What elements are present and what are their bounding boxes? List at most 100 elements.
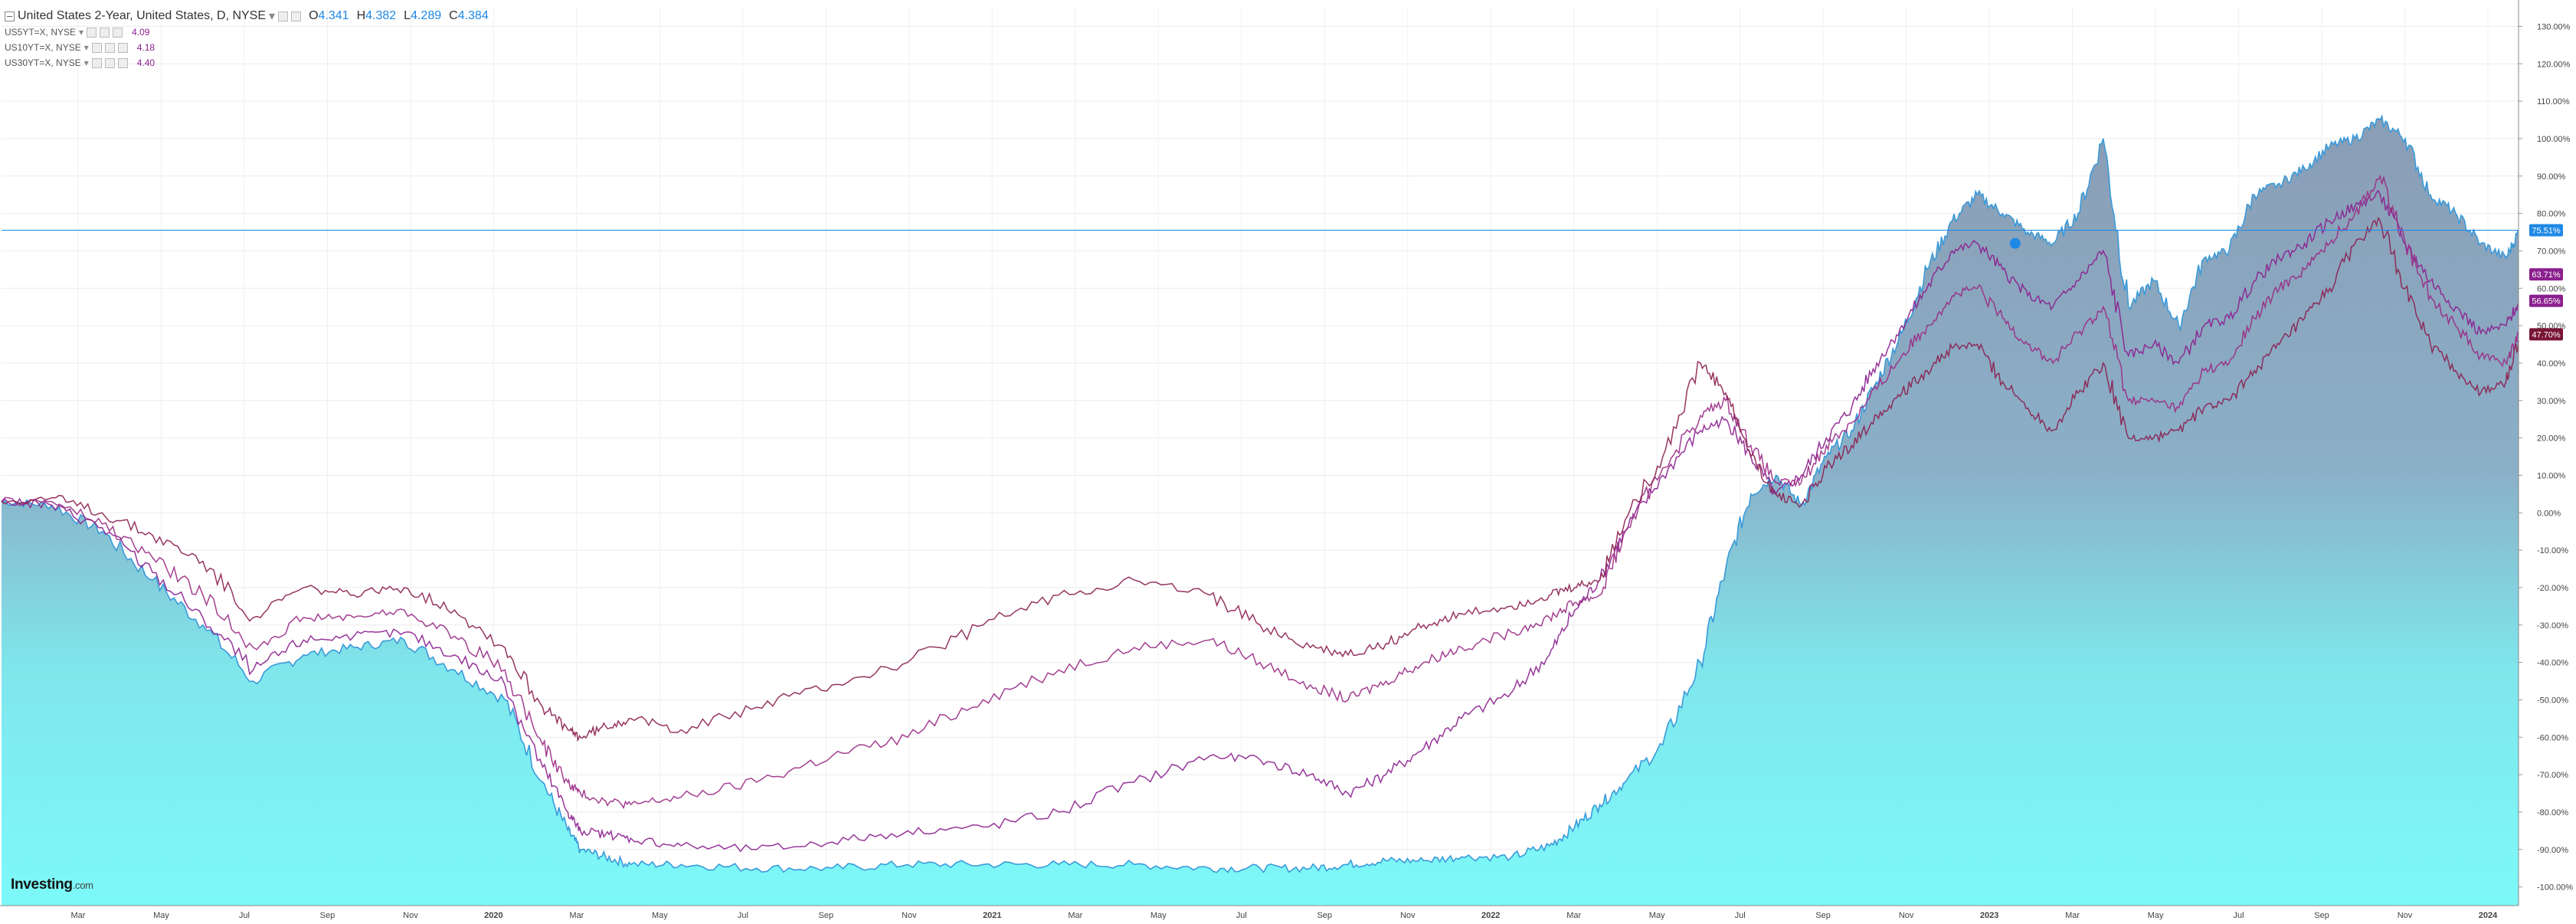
area-fill-2y	[2, 116, 2519, 906]
comparison-series	[1, 174, 2519, 853]
x-tick-label: Jul	[1236, 911, 1247, 920]
x-tick-label: May	[2148, 911, 2164, 920]
settings-icon[interactable]	[278, 11, 289, 21]
main-series-row: United States 2-Year, United States, D, …	[5, 8, 489, 25]
y-tick-label: -70.00%	[2537, 771, 2568, 780]
x-tick-label: Sep	[320, 911, 336, 920]
settings-icon[interactable]	[91, 57, 102, 68]
price-label-bg	[2529, 224, 2563, 237]
x-tick-label: Nov	[403, 911, 418, 920]
hide-icon[interactable]	[104, 57, 115, 68]
close-key: C	[449, 9, 458, 22]
y-tick-label: 120.00%	[2537, 60, 2571, 69]
remove-icon[interactable]	[117, 42, 128, 53]
y-tick-label: 30.00%	[2537, 397, 2566, 406]
dropdown-icon[interactable]: ▾	[83, 57, 89, 68]
x-tick-label: Sep	[819, 911, 834, 920]
x-tick-label: Mar	[2065, 911, 2080, 920]
legend-value: 4.09	[132, 27, 150, 38]
y-tick-label: -80.00%	[2537, 808, 2568, 818]
price-label: 75.51%	[2532, 227, 2561, 236]
x-tick-label: Nov	[902, 911, 917, 920]
logo-suffix: .com	[72, 880, 93, 891]
y-tick-label: 40.00%	[2537, 359, 2566, 369]
x-tick-label: Sep	[1317, 911, 1332, 920]
legend-value: 4.40	[136, 57, 155, 68]
dropdown-icon[interactable]: ▾	[79, 27, 84, 38]
x-tick-label: Jul	[239, 911, 250, 920]
remove-icon[interactable]	[117, 57, 128, 68]
y-tick-label: 100.00%	[2537, 135, 2571, 144]
settings-icon[interactable]	[91, 42, 102, 53]
dropdown-icon[interactable]: ▾	[269, 10, 276, 23]
series-line-us5y[interactable]	[1, 189, 2519, 853]
y-tick-label: 70.00%	[2537, 247, 2566, 256]
series-line-2y[interactable]	[1, 114, 2519, 873]
y-tick-label: -30.00%	[2537, 621, 2568, 631]
y-tick-label: 90.00%	[2537, 172, 2566, 182]
dropdown-icon[interactable]: ▾	[83, 42, 89, 53]
y-tick-label: 110.00%	[2537, 97, 2570, 106]
price-label-bg	[2529, 268, 2563, 281]
y-tick-label: 80.00%	[2537, 210, 2566, 219]
y-tick-label: -40.00%	[2537, 659, 2568, 668]
legend-label: US5YT=X, NYSE	[5, 27, 77, 38]
price-label-bg	[2529, 328, 2563, 341]
x-tick-label: 2023	[1980, 911, 1998, 920]
y-tick-label: 130.00%	[2537, 22, 2571, 31]
series-line-us30y[interactable]	[1, 216, 2519, 742]
price-labels: 75.51% 63.71% 56.65% 47.70%	[2, 224, 2563, 341]
settings-icon[interactable]	[87, 27, 97, 38]
series-line-us10y[interactable]	[1, 174, 2519, 810]
x-tick-label: Nov	[1400, 911, 1416, 920]
hide-icon[interactable]	[104, 42, 115, 53]
y-tick-label: -60.00%	[2537, 733, 2568, 742]
x-tick-label: Nov	[1899, 911, 1914, 920]
logo-text: Investing	[11, 876, 73, 893]
x-tick-label: Jul	[738, 911, 748, 920]
price-label: 63.71%	[2532, 270, 2561, 280]
x-tick-label: 2022	[1481, 911, 1500, 920]
legend-label: US10YT=X, NYSE	[5, 42, 81, 53]
x-tick-label: May	[153, 911, 169, 920]
series-title: United States 2-Year, United States, D, …	[18, 9, 267, 22]
y-tick-label: -100.00%	[2537, 883, 2573, 893]
open-key: O	[309, 9, 319, 22]
x-tick-label: Jul	[2234, 911, 2244, 920]
y-tick-label: 60.00%	[2537, 284, 2566, 293]
legend-row-us30y[interactable]: US30YT=X, NYSE ▾ 4.40	[5, 55, 489, 70]
legend-row-us5y[interactable]: US5YT=X, NYSE ▾ 4.09	[5, 25, 489, 40]
y-tick-label: -50.00%	[2537, 696, 2568, 705]
legend-value: 4.18	[136, 42, 155, 53]
x-tick-label: Jul	[1735, 911, 1746, 920]
y-tick-label: -20.00%	[2537, 584, 2568, 593]
x-tick-label: 2020	[484, 911, 502, 920]
x-tick-label: May	[652, 911, 668, 920]
close-value: 4.384	[457, 9, 489, 22]
event-marker-icon[interactable]	[2009, 238, 2021, 249]
x-tick-label: Mar	[71, 911, 86, 920]
y-tick-label: -10.00%	[2537, 546, 2568, 555]
legend: United States 2-Year, United States, D, …	[5, 8, 489, 70]
main-area-series	[1, 114, 2519, 906]
high-value: 4.382	[365, 9, 397, 22]
open-value: 4.341	[318, 9, 349, 22]
y-tick-label: 20.00%	[2537, 434, 2566, 444]
hide-icon[interactable]	[100, 27, 110, 38]
collapse-icon[interactable]	[5, 11, 15, 21]
remove-icon[interactable]	[113, 27, 123, 38]
x-tick-label: Sep	[2314, 911, 2329, 920]
legend-row-us10y[interactable]: US10YT=X, NYSE ▾ 4.18	[5, 40, 489, 55]
y-tick-label: 0.00%	[2537, 509, 2561, 518]
low-value: 4.289	[411, 9, 442, 22]
x-tick-label: Sep	[1815, 911, 1831, 920]
high-key: H	[356, 9, 366, 22]
x-tick-label: Nov	[2398, 911, 2413, 920]
x-tick-label: Mar	[1068, 911, 1082, 920]
x-tick-label: 2024	[2479, 911, 2498, 920]
hide-icon[interactable]	[291, 11, 302, 21]
x-tick-label: Mar	[1566, 911, 1581, 920]
x-tick-label: May	[1151, 911, 1167, 920]
